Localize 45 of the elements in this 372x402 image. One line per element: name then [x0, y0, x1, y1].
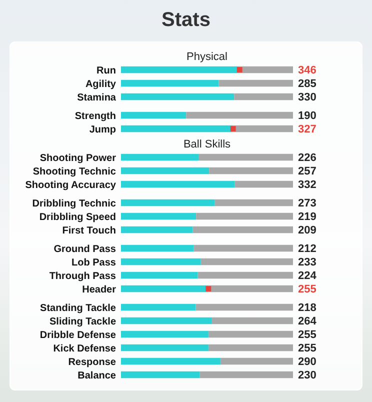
category-label: Sliding Tackle	[50, 316, 116, 328]
category-label: Through Pass	[49, 270, 116, 282]
data-label: 233	[298, 256, 316, 269]
category-label: Run	[96, 65, 116, 76]
category-label: Agility	[85, 78, 116, 90]
category-label: First Touch	[62, 225, 116, 236]
category-label: Jump	[89, 124, 116, 136]
category-label: Shooting Accuracy	[25, 180, 116, 191]
data-label: 255	[298, 342, 316, 355]
data-label: 224	[298, 270, 318, 282]
category-label: Header	[82, 284, 116, 296]
data-label: 327	[298, 124, 316, 136]
data-label: 190	[298, 110, 316, 122]
chart-subtitle: Physical	[186, 51, 228, 63]
chart-subtitle: Ball Skills	[183, 138, 232, 150]
data-label: 257	[298, 166, 316, 178]
category-label: Response	[68, 356, 116, 368]
category-label: Shooting Power	[40, 152, 116, 164]
data-label: 290	[298, 356, 316, 368]
data-label: 285	[298, 78, 316, 90]
data-label: 332	[298, 179, 316, 192]
category-label: Balance	[78, 370, 116, 382]
category-label: Standing Tackle	[40, 302, 116, 314]
category-label: Dribble Defense	[40, 330, 116, 341]
data-label: 230	[298, 370, 316, 382]
category-label: Stamina	[77, 92, 116, 104]
data-label: 264	[298, 316, 318, 328]
data-label: 218	[298, 302, 316, 314]
data-label: 219	[298, 211, 316, 224]
data-label: 255	[298, 284, 316, 296]
category-label: Lob Pass	[72, 257, 116, 268]
data-label: 226	[298, 152, 316, 164]
data-label: 212	[298, 243, 316, 256]
category-label: Strength	[74, 110, 116, 122]
data-label: 255	[298, 329, 316, 342]
category-label: Dribbling Speed	[39, 212, 116, 223]
category-label: Shooting Technic	[32, 166, 116, 178]
category-label: Dribbling Technic	[32, 198, 116, 210]
category-label: Kick Defense	[53, 343, 116, 354]
category-label: Ground Pass	[54, 244, 116, 255]
data-label: 209	[298, 224, 316, 237]
data-label: 273	[298, 198, 316, 210]
data-label: 330	[298, 92, 316, 104]
data-label: 346	[298, 64, 316, 77]
chart-title: Stats	[162, 9, 210, 31]
